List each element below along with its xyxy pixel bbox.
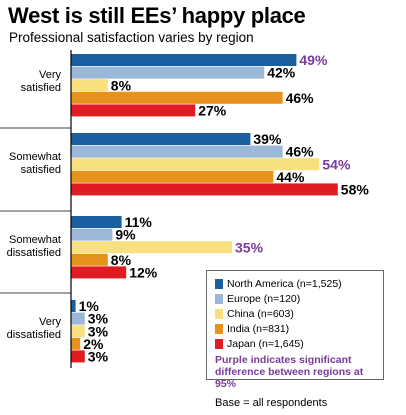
bar xyxy=(71,313,85,325)
data-label: 46% xyxy=(286,90,315,106)
legend-swatch xyxy=(215,309,223,319)
legend-label: Japan (n=1,645) xyxy=(227,338,304,350)
bar xyxy=(71,254,108,266)
legend-item: Europe (n=120) xyxy=(215,292,377,306)
data-label: 12% xyxy=(129,265,158,281)
bar xyxy=(71,241,232,253)
bar xyxy=(71,146,283,158)
bar xyxy=(71,104,195,116)
bar xyxy=(71,229,112,241)
legend-item: Japan (n=1,645) xyxy=(215,337,377,351)
legend-label: Europe (n=120) xyxy=(227,293,300,305)
data-label: 35% xyxy=(235,239,264,255)
legend-note: Purple indicates significant difference … xyxy=(215,354,377,390)
category-label: dissatisfied xyxy=(7,329,61,341)
data-label: 3% xyxy=(88,349,109,365)
legend-label: India (n=831) xyxy=(227,323,289,335)
legend-swatch xyxy=(215,294,223,304)
data-label: 58% xyxy=(341,182,370,198)
legend-swatch xyxy=(215,324,223,334)
legend-item: North America (n=1,525) xyxy=(215,277,377,291)
data-label: 27% xyxy=(198,103,227,119)
data-label: 44% xyxy=(276,169,305,185)
category-label: dissatisfied xyxy=(7,247,61,259)
category-label: Very xyxy=(39,316,62,328)
category-label: Very xyxy=(39,69,62,81)
legend-item: China (n=603) xyxy=(215,307,377,321)
legend-swatch xyxy=(215,279,223,289)
bar xyxy=(71,338,80,350)
chart-footnote: Base = all respondents xyxy=(215,397,327,409)
bar xyxy=(71,92,283,104)
data-label: 49% xyxy=(299,52,328,68)
legend-label: China (n=603) xyxy=(227,308,294,320)
bar xyxy=(71,183,338,195)
bar xyxy=(71,171,273,183)
category-label: Somewhat xyxy=(9,151,61,163)
data-label: 39% xyxy=(253,131,282,147)
bar xyxy=(71,79,108,91)
category-label: Somewhat xyxy=(9,234,61,246)
legend-swatch xyxy=(215,339,223,349)
data-label: 8% xyxy=(111,77,132,93)
bar xyxy=(71,266,126,278)
bar xyxy=(71,350,85,362)
data-label: 9% xyxy=(115,227,136,243)
legend: North America (n=1,525) Europe (n=120) Chi… xyxy=(206,270,384,380)
legend-item: India (n=831) xyxy=(215,322,377,336)
bar xyxy=(71,216,122,228)
data-label: 46% xyxy=(286,144,315,160)
category-label: satisfied xyxy=(21,82,61,94)
data-label: 42% xyxy=(267,65,296,81)
data-label: 54% xyxy=(322,156,351,172)
legend-label: North America (n=1,525) xyxy=(227,278,342,290)
bar xyxy=(71,133,250,145)
bar xyxy=(71,67,264,79)
category-label: satisfied xyxy=(21,164,61,176)
bar xyxy=(71,300,76,312)
bar xyxy=(71,54,296,66)
